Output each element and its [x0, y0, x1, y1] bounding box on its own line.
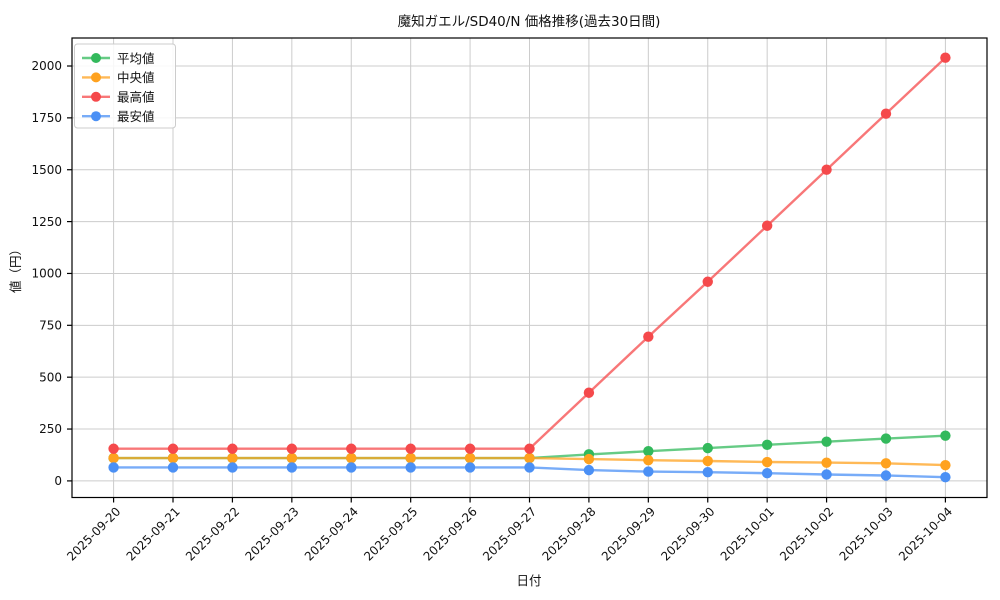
series-max-marker: [583, 387, 595, 398]
series-max-marker: [167, 443, 179, 454]
legend-label: 平均値: [117, 51, 155, 66]
y-tick-label: 1250: [31, 215, 62, 229]
series-min-marker: [346, 462, 357, 473]
series-max-marker: [821, 164, 832, 175]
legend-swatch-marker: [91, 53, 101, 63]
series-average-marker: [940, 430, 951, 441]
series-min-marker: [702, 466, 713, 478]
series-median-marker: [286, 452, 298, 464]
series-min-marker: [464, 462, 476, 473]
legend-swatch-marker: [91, 91, 101, 102]
series-max-marker: [108, 443, 119, 454]
series-median-marker: [583, 453, 595, 465]
y-axis-label: 値（円）: [8, 243, 23, 293]
y-tick-label: 1000: [31, 267, 62, 281]
legend-swatch-marker: [91, 72, 101, 83]
series-median-marker: [405, 452, 416, 464]
series-median: [108, 452, 951, 471]
series-min-marker: [583, 464, 595, 476]
series-max-marker: [286, 443, 298, 454]
series-min: [108, 462, 951, 483]
series-average-marker: [880, 433, 892, 444]
series-median-marker: [940, 459, 951, 471]
series-max-marker: [643, 331, 654, 342]
series-max-marker: [940, 52, 951, 63]
series-median-marker: [702, 455, 713, 467]
series-min-marker: [405, 462, 416, 473]
legend-box: [74, 43, 176, 129]
series-average-marker: [761, 439, 773, 451]
series-median-marker: [880, 458, 892, 469]
series-max-marker: [346, 443, 357, 454]
series-max-marker: [227, 443, 238, 454]
series-min-marker: [286, 462, 298, 473]
series-min-marker: [108, 462, 119, 473]
y-tick-label: 750: [39, 319, 62, 333]
legend-item-average: 平均値: [82, 51, 155, 66]
series-median-marker: [227, 452, 238, 464]
series-max-marker: [524, 443, 535, 454]
series-median-marker: [643, 454, 654, 466]
x-axis-label: 日付: [516, 573, 541, 588]
series-max-marker: [405, 443, 416, 454]
series-min-marker: [880, 470, 892, 481]
y-tick-label: 1500: [31, 163, 62, 177]
series-min-marker: [761, 468, 773, 479]
series-min-marker: [643, 466, 654, 477]
series-max-marker: [702, 276, 713, 287]
series-min-marker: [167, 462, 179, 473]
series-median-marker: [346, 452, 357, 464]
series-median-marker: [108, 452, 119, 464]
series-min-marker: [821, 469, 832, 480]
y-tick-label: 250: [39, 422, 62, 436]
legend-swatch-marker: [91, 111, 101, 122]
series-max-marker: [761, 220, 773, 231]
series-median-marker: [821, 457, 832, 468]
legend-label: 最安値: [117, 109, 155, 124]
legend-label: 中央値: [117, 70, 155, 85]
series-max-marker: [880, 108, 892, 119]
y-tick-label: 2000: [31, 59, 62, 73]
legend-label: 最高値: [117, 90, 155, 105]
series-max: [108, 52, 951, 454]
series-median-marker: [524, 452, 535, 464]
series-min-marker: [940, 471, 951, 483]
y-axis: 0 250 500 750 1000 1250 1500 1750 2000: [31, 59, 72, 488]
series-min-marker: [524, 462, 535, 473]
series-min-marker: [227, 462, 238, 473]
series-average-marker: [702, 442, 713, 454]
series-median-marker: [761, 456, 773, 468]
series-median-marker: [464, 452, 476, 464]
series-max-marker: [464, 443, 476, 454]
legend-item-median: 中央値: [82, 70, 155, 85]
y-tick-label: 0: [54, 474, 62, 488]
series-median-marker: [167, 452, 179, 464]
grid: [72, 38, 987, 498]
series-average-marker: [821, 436, 832, 447]
legend-item-max: 最高値: [82, 90, 155, 105]
y-tick-label: 500: [39, 370, 62, 384]
legend-item-min: 最安値: [82, 109, 155, 124]
series-average-marker: [643, 446, 654, 457]
chart-title: 魔知ガエル/SD40/N 価格推移(過去30日間): [398, 13, 661, 30]
y-tick-label: 1750: [31, 111, 62, 125]
